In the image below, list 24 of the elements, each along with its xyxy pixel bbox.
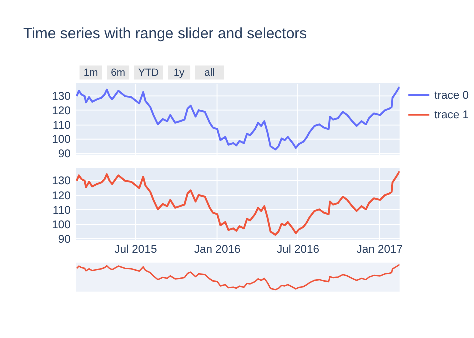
text: 1m: [84, 68, 98, 80]
y-tick-label: 100: [52, 134, 71, 146]
line-series: [76, 86, 400, 151]
x-tick-label: Jul 2015: [114, 244, 158, 256]
x-tick-label: Jan 2016: [194, 244, 241, 256]
x-tick-label: Jul 2016: [277, 244, 320, 256]
legend-label: trace 1: [434, 110, 469, 122]
y-tick-label: 100: [52, 219, 71, 232]
text: YTD: [138, 68, 160, 80]
text: 1y: [174, 68, 186, 80]
y-tick-label: 110: [52, 204, 71, 217]
y-tick-label: 120: [52, 105, 71, 118]
y-tick-label: 110: [52, 120, 71, 132]
text: all: [204, 68, 215, 80]
y-tick-label: 90: [58, 148, 71, 161]
line-series: [76, 170, 400, 236]
x-tick-label: Jan 2017: [356, 244, 404, 256]
chart-title: Time series with range slider and selectors: [23, 25, 308, 42]
y-tick-label: 120: [52, 190, 71, 202]
legend-label: trace 0: [434, 90, 469, 102]
y-tick-label: 130: [52, 176, 71, 188]
text: 6m: [111, 68, 126, 80]
y-tick-label: 130: [52, 91, 71, 104]
y-tick-label: 90: [58, 234, 71, 246]
